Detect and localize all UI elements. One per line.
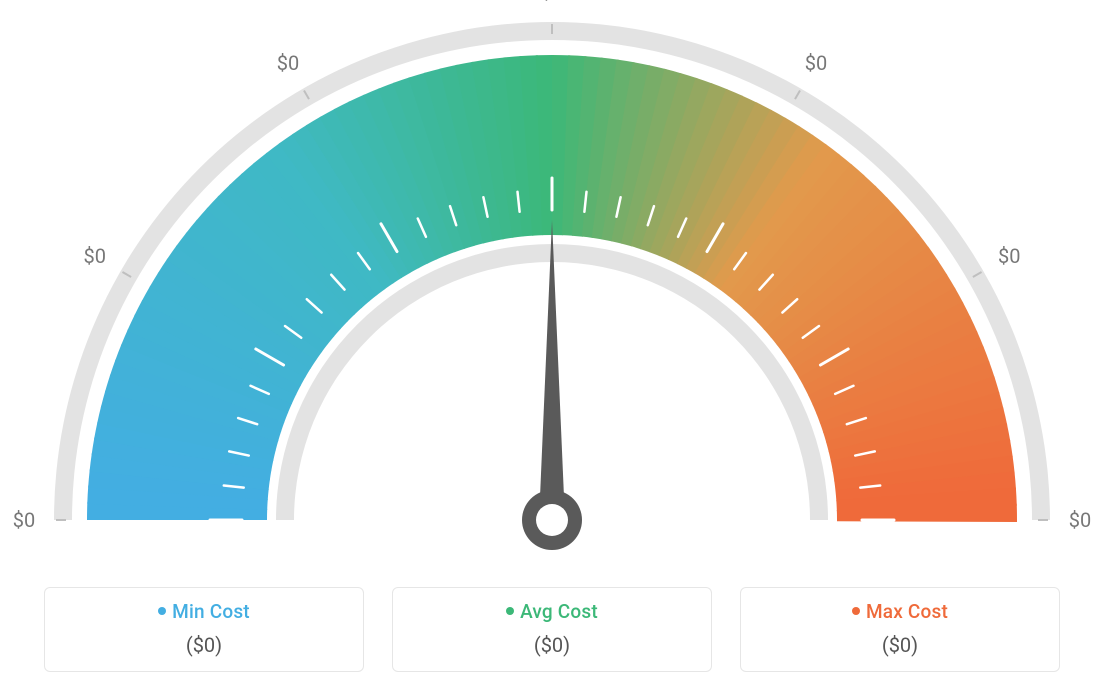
- legend-value-avg: ($0): [403, 633, 701, 657]
- legend-label: Avg Cost: [520, 600, 598, 623]
- gauge-tick-label: $0: [1069, 508, 1091, 532]
- legend-label: Min Cost: [172, 600, 250, 623]
- gauge-svg: [0, 0, 1104, 560]
- gauge-tick-label: $0: [277, 51, 299, 75]
- dot-icon: [506, 607, 514, 615]
- gauge-tick-label: $0: [541, 0, 563, 4]
- legend-row: Min Cost ($0) Avg Cost ($0) Max Cost ($0…: [0, 587, 1104, 672]
- legend-value-max: ($0): [751, 633, 1049, 657]
- legend-value-min: ($0): [55, 633, 353, 657]
- legend-label: Max Cost: [866, 600, 948, 623]
- gauge-chart: $0 $0 $0 $0 $0 $0 $0: [0, 0, 1104, 560]
- dot-icon: [852, 607, 860, 615]
- gauge-tick-label: $0: [83, 244, 105, 268]
- gauge-tick-label: $0: [13, 508, 35, 532]
- legend-title-max: Max Cost: [751, 600, 1049, 623]
- gauge-tick-label: $0: [805, 51, 827, 75]
- legend-title-avg: Avg Cost: [403, 600, 701, 623]
- dot-icon: [158, 607, 166, 615]
- legend-card-min: Min Cost ($0): [44, 587, 364, 672]
- legend-card-max: Max Cost ($0): [740, 587, 1060, 672]
- legend-card-avg: Avg Cost ($0): [392, 587, 712, 672]
- gauge-tick-label: $0: [998, 244, 1020, 268]
- legend-title-min: Min Cost: [55, 600, 353, 623]
